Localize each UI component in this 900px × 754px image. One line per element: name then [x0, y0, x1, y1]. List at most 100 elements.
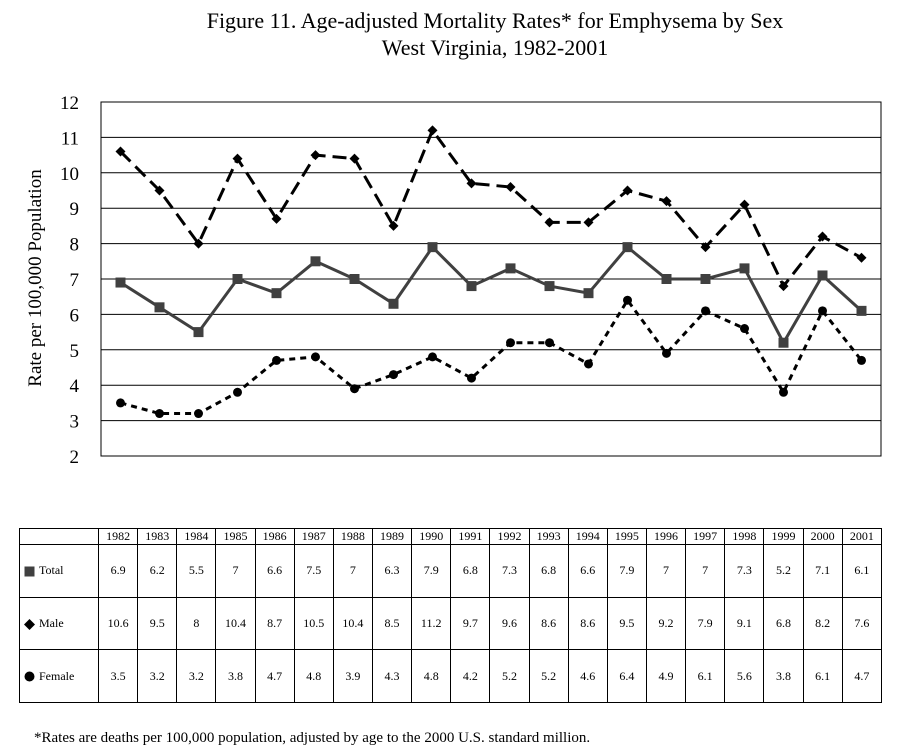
table-year-header: 1986: [254, 528, 295, 545]
point-male: [310, 150, 321, 161]
point-female: [272, 355, 281, 365]
table-cell: 6.9: [97, 544, 139, 598]
point-total: [661, 274, 672, 284]
y-tick-label: 3: [70, 412, 80, 433]
point-male: [544, 217, 555, 228]
point-female: [233, 387, 242, 397]
point-total: [505, 263, 516, 274]
table-year-header: 1988: [332, 528, 373, 545]
table-cell: 4.7: [841, 649, 883, 703]
table-cell: 4.9: [645, 649, 687, 703]
table-cell: 5.2: [763, 544, 804, 598]
point-female: [623, 295, 632, 305]
table-year-header: 1991: [450, 528, 491, 545]
table-cell: 3.8: [763, 649, 804, 703]
point-male: [583, 217, 594, 228]
footnote: *Rates are deaths per 100,000 population…: [34, 730, 591, 746]
table-cell: 8.7: [254, 596, 295, 651]
point-total: [544, 281, 555, 292]
point-female: [701, 306, 710, 316]
table-cell: 3.8: [215, 649, 256, 703]
chart-title-line1: Figure 11. Age-adjusted Mortality Rates*…: [206, 8, 784, 33]
point-male: [349, 153, 360, 164]
table-cell: 4.2: [450, 649, 491, 703]
table-cell: 7.9: [685, 596, 726, 651]
table-cell: 7: [332, 544, 373, 598]
point-male: [700, 242, 711, 253]
table-year-header: 1997: [685, 528, 726, 545]
table-cell: 10.4: [215, 596, 256, 651]
point-total: [115, 277, 126, 288]
table-cell: 4.8: [411, 649, 452, 703]
table-row: Total 6.9 6.2 5.5 7 6.6 7.5 7 6.3 7.9 6.8 7.3 6.8 6.6…: [19, 544, 883, 598]
table-year-header: 1994: [567, 528, 608, 545]
point-male: [739, 199, 750, 210]
table-row: Male 10.6 9.5 8 10.4 8.7 10.5 10.4 8.5 11.2 9.7 9.6…: [19, 596, 883, 651]
point-female: [350, 384, 359, 394]
point-total: [154, 302, 165, 313]
point-total: [310, 256, 321, 267]
plot-area: [100, 101, 882, 457]
table-cell: 11.2: [411, 596, 452, 651]
point-total: [856, 305, 867, 316]
point-male: [505, 181, 516, 192]
point-total: [778, 337, 789, 348]
point-male: [193, 238, 204, 249]
table-year-header: 2001: [841, 528, 883, 545]
series-line-male: [119, 127, 863, 289]
point-total: [232, 274, 243, 284]
table-cell: 8.6: [567, 596, 608, 651]
table-cell: 9.5: [137, 596, 178, 651]
point-male: [427, 125, 438, 136]
table-cell: 3.5: [97, 649, 139, 703]
table-cell: 5.5: [176, 544, 217, 598]
circle-marker-icon: [24, 671, 35, 682]
table-cell: 7.9: [606, 544, 647, 598]
table-cell: 5.6: [724, 649, 765, 703]
table-cell: 6.4: [606, 649, 647, 703]
point-female: [194, 409, 203, 419]
table-cell: 7.5: [293, 544, 334, 598]
legend-entry-total: Total: [19, 544, 99, 598]
point-male: [661, 196, 672, 207]
data-table: 1982 1983 1984 1985 1986 1987 1988 1989 1990 1991…: [19, 528, 883, 703]
point-total: [388, 298, 399, 309]
point-female: [818, 306, 827, 316]
table-row: Female 3.5 3.2 3.2 3.8 4.7 4.8 3.9 4.3 4.8 4.2 5.2 5…: [19, 649, 883, 703]
point-female: [740, 324, 749, 334]
table-cell: 7.6: [841, 596, 883, 651]
table-cell: 3.2: [176, 649, 217, 703]
table-cell: 4.8: [293, 649, 334, 703]
point-female: [155, 409, 164, 419]
table-cell: 6.8: [528, 544, 569, 598]
table-cell: 6.8: [763, 596, 804, 651]
point-total: [817, 270, 828, 281]
point-female: [389, 370, 398, 380]
table-cell: 7.3: [724, 544, 765, 598]
table-cell: 8.6: [528, 596, 569, 651]
point-female: [428, 352, 437, 362]
point-total: [193, 327, 204, 338]
series-line-total: [119, 244, 863, 346]
table-cell: 9.6: [489, 596, 530, 651]
point-male: [154, 185, 165, 196]
table-cell: 8: [176, 596, 217, 651]
table-body: Total 6.9 6.2 5.5 7 6.6 7.5 7 6.3 7.9 6.8 7.3 6.8 6.6…: [19, 544, 883, 703]
point-total: [466, 281, 477, 292]
table-cell: 7: [645, 544, 687, 598]
y-tick-label: 4: [70, 376, 80, 397]
table-cell: 9.1: [724, 596, 765, 651]
y-tick-label: 6: [70, 305, 80, 326]
y-tick-label: 12: [60, 93, 79, 114]
y-tick-label: 10: [60, 164, 79, 185]
table-cell: 4.7: [254, 649, 295, 703]
point-total: [427, 242, 438, 253]
y-tick-label: 2: [70, 447, 80, 468]
table-year-header: 1996: [645, 528, 687, 545]
table-cell: 8.2: [802, 596, 843, 651]
table-year-header: 1993: [528, 528, 569, 545]
point-male: [622, 185, 633, 196]
table-year-header: 1984: [176, 528, 217, 545]
legend-label: Total: [39, 563, 64, 578]
table-cell: 10.6: [97, 596, 139, 651]
